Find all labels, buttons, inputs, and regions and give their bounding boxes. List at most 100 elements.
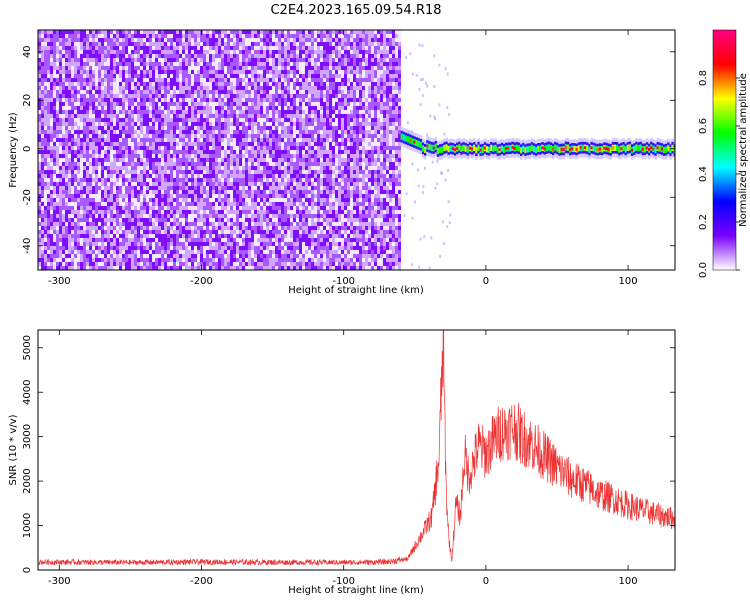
spectrogram-cell [200,46,203,50]
spectrogram-cell [74,262,77,266]
spectrogram-cell [38,158,41,162]
spectrogram-cell [89,214,92,218]
spectrogram-cell [125,94,128,98]
spectrogram-cell [266,154,269,158]
spectrogram-cell [191,142,194,146]
spectrogram-cell [89,222,92,226]
spectrogram-cell [248,66,251,70]
spectrogram-cell [227,230,230,234]
spectrogram-cell [224,126,227,130]
spectrogram-cell [263,66,266,70]
spectrogram-cell [257,74,260,78]
spectrogram-cell [230,222,233,226]
spectrogram-cell [245,198,248,202]
spectrogram-cell [128,70,131,74]
spectrogram-cell [224,90,227,94]
spectrogram-cell [155,102,158,106]
spectrogram-cell [131,174,134,178]
spectrogram-cell [239,186,242,190]
spectrogram-cell [173,150,176,154]
spectrogram-cell [56,158,59,162]
spectrogram-cell [77,86,80,90]
spectrogram-cell [53,50,56,54]
spectrogram-cell [116,154,119,158]
spectrogram-cell [170,142,173,146]
spectrogram-cell [161,222,164,226]
spectrogram-cell [185,38,188,42]
spectrogram-cell [92,218,95,222]
spectrogram-cell [71,202,74,206]
spectrogram-cell [185,190,188,194]
spectrogram-cell [140,154,143,158]
spectrogram-cell [98,62,101,66]
spectrogram-cell [68,134,71,138]
spectrogram-cell [89,234,92,238]
spectrogram-cell [83,98,86,102]
spectrogram-cell [140,70,143,74]
spectrogram-cell [113,102,116,106]
spectrogram-cell [251,206,254,210]
spectrogram-cell [116,138,119,142]
spectrogram-cell [65,74,68,78]
spectrogram-cell [215,58,218,62]
spectrogram-cell [236,190,239,194]
spectrogram-cell [134,90,137,94]
spectrogram-cell [131,258,134,262]
spectrogram-cell [200,86,203,90]
spectrogram-cell [65,258,68,262]
spectrogram-cell [44,210,47,214]
spectrogram-cell [119,30,122,34]
spectrogram-cell [197,238,200,242]
spectrogram-cell [236,110,239,114]
spectrogram-cell [164,142,167,146]
spectrogram-cell [185,258,188,262]
spectrogram-cell [74,130,77,134]
spectrogram-cell [221,234,224,238]
spectrogram-cell [128,102,131,106]
spectrogram-cell [56,230,59,234]
spectrogram-cell [122,94,125,98]
spectrogram-cell [68,122,71,126]
spectrogram-cell [125,86,128,90]
spectrogram-cell [53,102,56,106]
spectrogram-cell [50,126,53,130]
spectrogram-cell [89,138,92,142]
spectrogram-cell [257,138,260,142]
spectrogram-cell [194,38,197,42]
spectrogram-cell [74,230,77,234]
spectrogram-cell [152,102,155,106]
spectrogram-cell [209,86,212,90]
spectrogram-cell [131,150,134,154]
spectrogram-cell [182,50,185,54]
spectrogram-cell [47,110,50,114]
spectrogram-cell [77,102,80,106]
spectrogram-cell [182,226,185,230]
spectrogram-cell [248,54,251,58]
spectrogram-cell [245,38,248,42]
spectrogram-cell [269,166,272,170]
spectrogram-cell [212,66,215,70]
spectrogram-cell [146,206,149,210]
spectrogram-cell [212,194,215,198]
spectrogram-cell [65,122,68,126]
spectrogram-cell [278,106,281,110]
spectrogram-cell [62,226,65,230]
spectrogram-cell [215,134,218,138]
spectrogram-cell [278,186,281,190]
spectrogram-cell [203,122,206,126]
spectrogram-cell [95,186,98,190]
spectrogram-cell [260,170,263,174]
spectrogram-cell [170,138,173,142]
spectrogram-cell [176,106,179,110]
spectrogram-cell [53,154,56,158]
spectrogram-cell [284,62,287,66]
spectrogram-cell [191,230,194,234]
spectrogram-cell [176,38,179,42]
spectrogram-cell [47,206,50,210]
spectrogram-cell [164,202,167,206]
spectrogram-cell [62,150,65,154]
spectrogram-cell [269,126,272,130]
spectrogram-cell [50,30,53,34]
spectrogram-cell [281,166,284,170]
spectrogram-cell [140,242,143,246]
